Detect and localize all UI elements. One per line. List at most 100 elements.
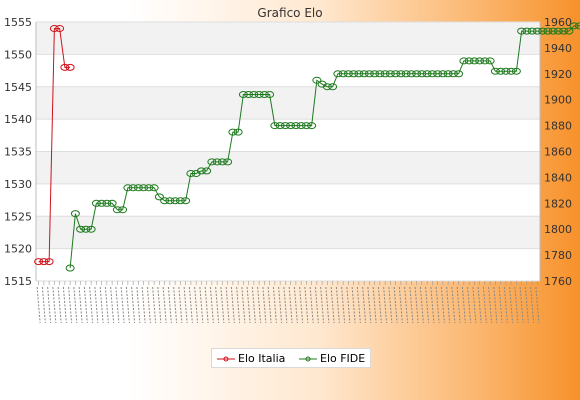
plot-band — [36, 119, 540, 152]
data-point-elo-fide — [370, 70, 380, 78]
data-point-elo-fide — [144, 184, 154, 192]
series-elo-fide — [65, 22, 580, 272]
x-tick-label — [467, 286, 472, 324]
y-right-tick-label: 1920 — [544, 68, 572, 81]
x-tick-label — [519, 286, 524, 324]
x-tick-label — [320, 286, 325, 324]
x-tick-label — [414, 286, 419, 324]
plot-band — [36, 54, 540, 87]
y-right-tick-label: 1960 — [544, 16, 572, 29]
y-left-tick-label: 1550 — [4, 48, 32, 61]
legend: Elo Italia Elo FIDE — [211, 348, 371, 368]
y-left-tick-label: 1530 — [4, 178, 32, 191]
data-point-elo-fide — [233, 128, 243, 136]
data-point-elo-fide — [354, 70, 364, 78]
data-point-elo-fide — [181, 197, 191, 205]
x-tick-label — [509, 286, 514, 324]
legend-label-elo-fide: Elo FIDE — [320, 352, 366, 365]
data-point-elo-fide — [238, 91, 248, 99]
x-tick-label — [456, 286, 461, 324]
x-tick-label — [120, 286, 125, 324]
data-point-elo-fide — [133, 184, 143, 192]
x-tick-label — [330, 286, 335, 324]
data-point-elo-fide — [86, 225, 96, 233]
x-axis-ticks — [36, 281, 540, 324]
x-tick-label — [425, 286, 430, 324]
y-left-tick-label: 1555 — [4, 16, 32, 29]
data-point-elo-fide — [202, 167, 212, 175]
data-point-elo-fide — [359, 70, 369, 78]
x-tick-label — [272, 286, 277, 324]
data-point-elo-fide — [564, 27, 574, 35]
x-tick-label — [146, 286, 151, 324]
data-point-elo-fide — [464, 57, 474, 65]
data-point-elo-fide — [527, 27, 537, 35]
data-point-elo-fide — [333, 70, 343, 78]
x-tick-label — [99, 286, 104, 324]
data-point-elo-fide — [107, 199, 117, 207]
x-tick-label — [419, 286, 424, 324]
data-point-elo-fide — [102, 199, 112, 207]
data-point-elo-fide — [532, 27, 542, 35]
x-tick-label — [398, 286, 403, 324]
x-tick-label — [472, 286, 477, 324]
x-tick-label — [173, 286, 178, 324]
x-tick-label — [110, 286, 115, 324]
x-tick-label — [236, 286, 241, 324]
data-point-elo-fide — [170, 197, 180, 205]
data-point-elo-fide — [406, 70, 416, 78]
y-right-tick-label: 1900 — [544, 94, 572, 107]
data-point-elo-fide — [307, 122, 317, 130]
plot-band — [36, 183, 540, 217]
plot-band — [36, 22, 540, 55]
x-tick-label — [299, 286, 304, 324]
data-point-elo-fide — [559, 27, 569, 35]
x-tick-label — [204, 286, 209, 324]
x-tick-label — [157, 286, 162, 324]
x-tick-label — [62, 286, 67, 324]
y-axis-left: 1515 1520 1525 1530 1535 1540 1545 1550 1555 — [4, 16, 32, 288]
data-point-elo-fide — [438, 70, 448, 78]
x-tick-label — [225, 286, 230, 324]
data-point-elo-fide — [322, 83, 332, 91]
x-tick-label — [493, 286, 498, 324]
data-point-elo-fide — [553, 27, 563, 35]
data-point-elo-fide — [475, 57, 485, 65]
data-point-elo-fide — [574, 22, 580, 30]
x-tick-label — [325, 286, 330, 324]
data-point-elo-fide — [81, 225, 91, 233]
x-tick-label — [498, 286, 503, 324]
x-tick-label — [524, 286, 529, 324]
y-right-tick-label: 1820 — [544, 197, 572, 210]
data-point-elo-fide — [228, 128, 238, 136]
x-tick-label — [409, 286, 414, 324]
data-point-elo-fide — [254, 91, 264, 99]
data-point-elo-fide — [375, 70, 385, 78]
data-point-elo-fide — [506, 67, 516, 75]
data-point-elo-fide — [128, 184, 138, 192]
y-left-tick-label: 1545 — [4, 81, 32, 94]
data-point-elo-fide — [165, 197, 175, 205]
x-tick-label — [362, 286, 367, 324]
x-tick-label — [115, 286, 120, 324]
data-point-elo-fide — [196, 167, 206, 175]
x-tick-label — [383, 286, 388, 324]
data-point-elo-fide — [485, 57, 495, 65]
chart-title: Grafico Elo — [257, 6, 322, 20]
x-tick-label — [288, 286, 293, 324]
data-point-elo-fide — [301, 122, 311, 130]
data-point-elo-fide — [328, 83, 338, 91]
x-tick-label — [335, 286, 340, 324]
x-tick-label — [430, 286, 435, 324]
x-tick-label — [167, 286, 172, 324]
data-point-elo-fide — [91, 199, 101, 207]
data-point-elo-fide — [349, 70, 359, 78]
data-point-elo-fide — [286, 122, 296, 130]
data-point-elo-fide — [343, 70, 353, 78]
y-right-tick-label: 1860 — [544, 146, 572, 159]
x-tick-label — [57, 286, 62, 324]
x-tick-label — [461, 286, 466, 324]
data-point-elo-fide — [501, 67, 511, 75]
x-tick-label — [251, 286, 256, 324]
x-tick-label — [73, 286, 78, 324]
